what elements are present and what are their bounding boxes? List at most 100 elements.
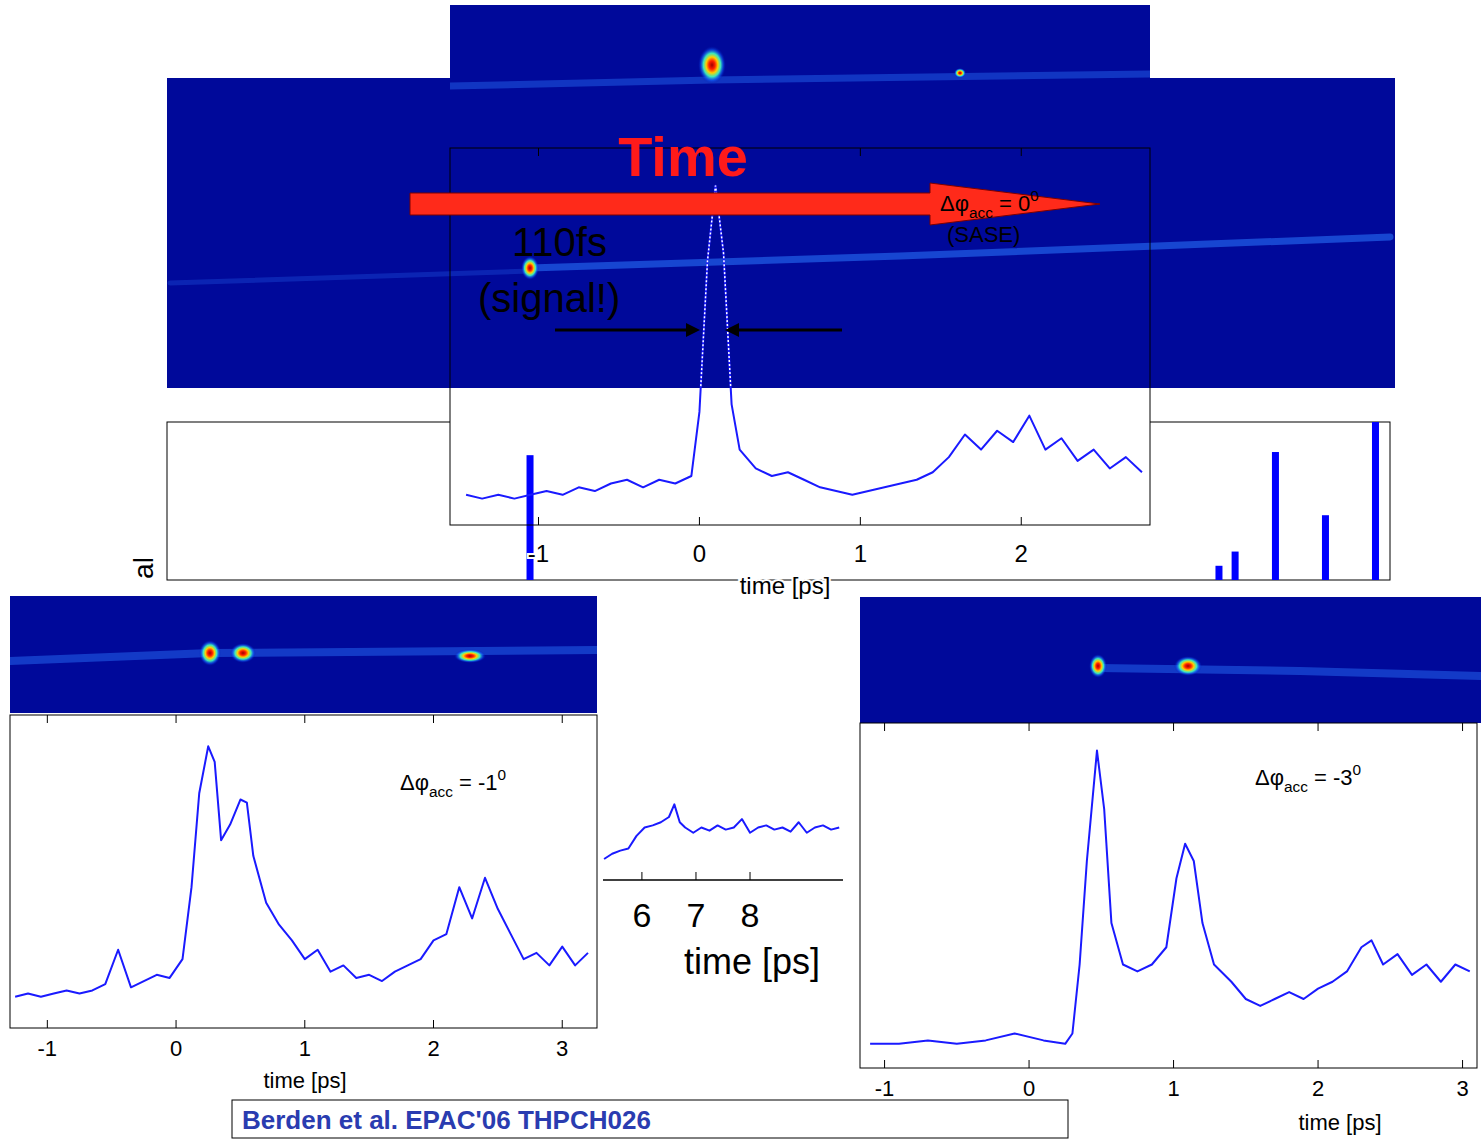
streak-image	[10, 596, 597, 713]
tick-mark	[1173, 723, 1174, 731]
streak	[450, 74, 1150, 86]
x-axis-label: time [ps]	[263, 1068, 346, 1093]
bright-spot	[199, 640, 221, 666]
x-axis-label: time [ps]	[1298, 1110, 1381, 1135]
plot-frame	[860, 723, 1477, 1068]
annotation: (signal!)	[478, 276, 620, 320]
tick-mark	[304, 715, 305, 723]
phase-sub: acc	[429, 783, 453, 800]
bar	[1272, 452, 1279, 580]
tick-label: 3	[556, 1036, 568, 1061]
plot-background	[450, 388, 1150, 525]
tick-mark	[699, 517, 700, 525]
image-background	[860, 597, 1481, 723]
highlight-area	[466, 186, 1142, 388]
line-chart: -10123time [ps]	[860, 723, 1477, 1135]
phase-text: = -1	[453, 770, 498, 795]
tick-mark	[47, 1020, 48, 1028]
tick-mark	[1173, 1060, 1174, 1068]
phase-label: Δφacc = -10	[400, 766, 506, 800]
tick-label: 7	[687, 896, 706, 934]
width-arrow	[555, 329, 690, 332]
signal-line	[870, 751, 1470, 1044]
annotation: 110fs	[512, 220, 607, 264]
tick-mark	[562, 1020, 563, 1028]
plot-area	[870, 751, 1470, 1044]
streak-image	[860, 597, 1481, 723]
plot-frame	[10, 715, 597, 1028]
bright-spot	[230, 643, 256, 663]
x-axis-label: time [ps]	[684, 941, 820, 982]
bar-group	[527, 422, 1379, 580]
tick-mark	[1021, 148, 1022, 156]
streak	[170, 271, 530, 283]
phase-base: Δφ	[940, 191, 969, 216]
streak	[1098, 668, 1481, 676]
phase-sup: 0	[498, 766, 507, 783]
width-arrow	[735, 329, 842, 332]
tick-label: -1	[528, 540, 549, 567]
phase-sub: acc	[969, 204, 993, 221]
tick-mark	[750, 872, 751, 880]
phase-label: Δφacc = 00	[940, 187, 1039, 221]
tick-mark	[1318, 723, 1319, 731]
time-arrow	[410, 183, 1100, 225]
tick-mark	[538, 517, 539, 525]
arrow-head	[686, 323, 700, 337]
tick-mark	[860, 148, 861, 156]
line-highlight	[466, 186, 1142, 388]
tick-mark	[1318, 1060, 1319, 1068]
tick-mark	[433, 715, 434, 723]
tick-label: 2	[1015, 540, 1028, 567]
arrow-head	[725, 323, 739, 337]
slide: al-1012time [ps]Time110fs(signal!)(SASE)…	[0, 0, 1481, 1140]
tick-mark	[538, 148, 539, 156]
tick-label: 6	[632, 896, 651, 934]
image-background	[450, 5, 1150, 148]
tick-label: -1	[875, 1076, 895, 1101]
tick-mark	[1462, 1060, 1463, 1068]
phase-label: Δφacc = -30	[1255, 761, 1361, 795]
image-background	[10, 596, 597, 713]
tick-mark	[176, 1020, 177, 1028]
tick-label: 2	[1312, 1076, 1324, 1101]
tick-label: 0	[1023, 1076, 1035, 1101]
tick-mark	[695, 872, 696, 880]
tick-mark	[884, 1060, 885, 1068]
y-axis-label: al	[128, 557, 159, 579]
tick-mark	[304, 1020, 305, 1028]
bright-spot	[1089, 654, 1107, 678]
tick-mark	[1462, 723, 1463, 731]
plot-area	[604, 804, 839, 859]
signal-line	[15, 746, 588, 996]
line-chart: -1012time [ps]	[450, 148, 1150, 599]
tick-mark	[176, 715, 177, 723]
line-chart: 678 time [ps]	[603, 804, 843, 982]
tick-mark	[47, 715, 48, 723]
tick-label: 1	[854, 540, 867, 567]
bright-spot	[954, 68, 966, 78]
bright-spot	[1174, 656, 1202, 676]
tick-mark	[1021, 517, 1022, 525]
bar	[1215, 566, 1222, 580]
tick-label: 2	[427, 1036, 439, 1061]
tick-mark	[884, 723, 885, 731]
phase-base: Δφ	[400, 770, 429, 795]
tick-mark	[860, 517, 861, 525]
phase-text: = -3	[1308, 765, 1353, 790]
phase-text: = 0	[993, 191, 1030, 216]
tick-label: 8	[741, 896, 760, 934]
phase-base: Δφ	[1255, 765, 1284, 790]
x-axis-label: time [ps]	[740, 572, 831, 599]
bar	[1322, 515, 1329, 580]
plot-area	[15, 746, 588, 996]
annotation: (SASE)	[947, 222, 1020, 247]
tick-mark	[641, 872, 642, 880]
tick-mark	[1029, 1060, 1030, 1068]
citation: Berden et al. EPAC'06 THPCH026	[242, 1105, 651, 1135]
signal-line	[604, 804, 839, 859]
plot-area	[466, 186, 1142, 499]
bright-spot	[454, 649, 486, 663]
tick-mark	[562, 715, 563, 723]
tick-mark	[433, 1020, 434, 1028]
